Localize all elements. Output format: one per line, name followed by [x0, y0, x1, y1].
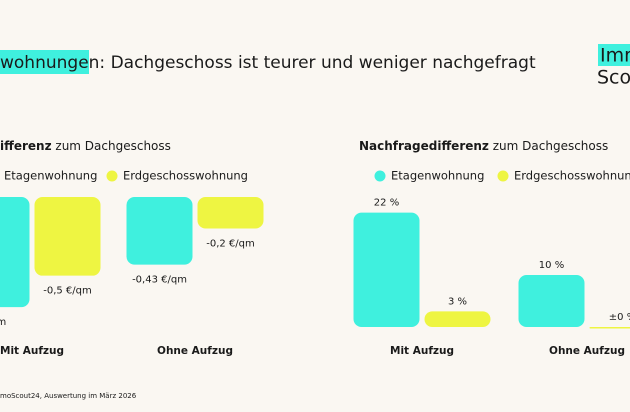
value-label: ±0 %: [609, 312, 630, 323]
x-tick-label: Mit Aufzug: [390, 345, 454, 357]
value-label: -0,2 €/qm: [206, 238, 255, 249]
title-highlight: wohnungen:: [0, 53, 105, 73]
x-tick-label: Ohne Aufzug: [549, 345, 625, 357]
bar: [353, 212, 420, 327]
subtitle-text: zum Dachgeschoss: [493, 139, 609, 153]
legend-swatch: [106, 170, 118, 182]
subtitle-text: zum Dachgeschoss: [55, 139, 171, 153]
x-tick-label: Mit Aufzug: [0, 345, 64, 357]
legend-label: Etagenwohnung: [4, 169, 97, 183]
subtitle: Nachfragedifferenz zum Dachgeschoss: [359, 139, 608, 153]
value-label: /qm: [0, 317, 6, 328]
value-label: 22 %: [374, 198, 399, 209]
source: moScout24, Auswertung im März 2026: [0, 392, 137, 400]
title: wohnungen: Dachgeschoss ist teurer und w…: [0, 53, 536, 73]
value-label: 10 %: [539, 260, 564, 271]
bar: [126, 197, 193, 265]
value-label: -0,43 €/qm: [132, 275, 187, 286]
value-label: -0,5 €/qm: [43, 286, 92, 297]
bar: [424, 311, 491, 327]
bar: [34, 197, 101, 276]
bar: [0, 197, 30, 308]
subtitle: ifferenz zum Dachgeschoss: [0, 139, 171, 153]
bar: [197, 197, 264, 229]
value-label: 3 %: [448, 296, 467, 307]
title-text: Dachgeschoss ist teurer und weniger nach…: [111, 53, 536, 73]
logo-line: Scou: [597, 67, 630, 89]
x-tick-label: Ohne Aufzug: [157, 345, 233, 357]
bar: [589, 327, 630, 329]
legend-label: Erdgeschosswohnung: [123, 169, 248, 183]
legend-label: Etagenwohnung: [391, 169, 484, 183]
logo-line: Imm: [600, 45, 630, 67]
legend-swatch: [374, 170, 386, 182]
legend-swatch: [497, 170, 509, 182]
title-highlight-bg: [0, 50, 89, 74]
logo-highlight: [598, 44, 630, 66]
subtitle-emphasis: Nachfragedifferenz: [359, 139, 489, 153]
legend-label: Erdgeschosswohnung: [514, 169, 630, 183]
bar: [518, 275, 585, 327]
subtitle-emphasis: ifferenz: [0, 139, 52, 153]
